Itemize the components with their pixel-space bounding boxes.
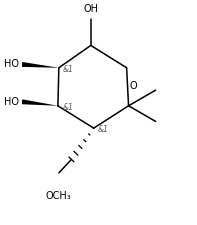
- Polygon shape: [22, 62, 59, 68]
- Text: &1: &1: [62, 103, 73, 112]
- Polygon shape: [22, 99, 58, 106]
- Text: &1: &1: [98, 125, 109, 134]
- Text: HO: HO: [4, 97, 19, 107]
- Text: &1: &1: [62, 65, 73, 74]
- Text: HO: HO: [4, 59, 19, 70]
- Text: OH: OH: [83, 4, 98, 14]
- Text: O: O: [129, 81, 137, 91]
- Text: OCH₃: OCH₃: [46, 191, 72, 201]
